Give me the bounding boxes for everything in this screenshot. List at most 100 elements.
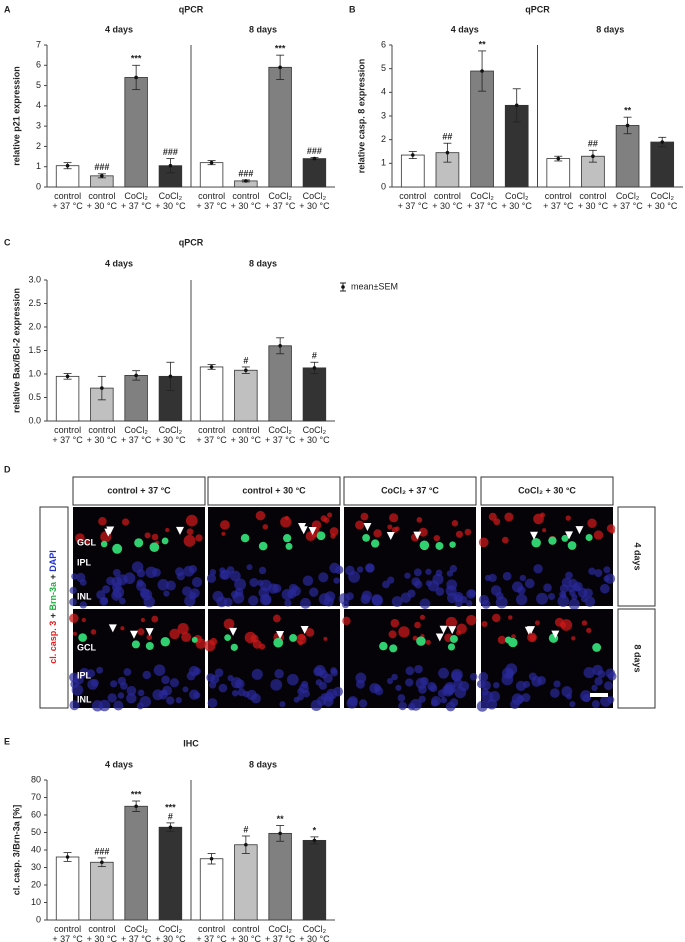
nucleus [286, 673, 299, 686]
mean-dot [556, 156, 561, 161]
nucleus [405, 678, 414, 687]
bar [199, 162, 224, 188]
nucleus [126, 685, 137, 696]
nucleus [360, 594, 371, 605]
layer-label: INL [77, 591, 92, 601]
legend-label: mean±SEM [351, 281, 398, 291]
nucleus [391, 596, 403, 607]
nucleus [96, 666, 104, 674]
nucleus [117, 692, 125, 699]
y-tick-label: 0 [36, 181, 41, 191]
green-cell [531, 537, 541, 548]
nucleus [347, 695, 358, 706]
nucleus [341, 601, 350, 609]
red-signal [284, 515, 290, 521]
y-tick-label: 1.5 [28, 345, 41, 355]
y-tick-label: 2.5 [28, 298, 41, 308]
arrowhead [435, 633, 444, 642]
nucleus [597, 670, 606, 679]
nucleus [440, 696, 448, 704]
y-tick-label: 80 [31, 774, 41, 784]
nucleus [136, 702, 144, 710]
nucleus [96, 590, 106, 600]
nucleus [318, 572, 329, 583]
nucleus [415, 677, 428, 690]
nucleus [533, 564, 543, 574]
red-signal [169, 628, 180, 640]
significance: *** [165, 802, 176, 812]
mean-dot [278, 65, 282, 70]
red-signal [412, 635, 418, 641]
nucleus [111, 576, 123, 588]
red-signal [511, 634, 516, 640]
nucleus [386, 677, 394, 685]
green-cell [258, 541, 268, 551]
y-tick-label: 0 [36, 914, 41, 924]
red-signal [609, 528, 615, 534]
y-tick-label: 6 [381, 39, 386, 49]
red-signal [144, 532, 151, 539]
green-cell [274, 640, 281, 647]
bar [124, 77, 148, 188]
x-tick-label: control + 30 °C [231, 924, 262, 942]
layer-label: GCL [77, 642, 97, 652]
column-header-box [343, 476, 477, 506]
panel-label: E [4, 736, 10, 746]
significance: # [312, 351, 317, 361]
green-cell [379, 641, 388, 651]
nucleus [69, 598, 77, 606]
nucleus [110, 680, 118, 688]
nucleus [251, 668, 263, 680]
green-cell [316, 531, 326, 541]
y-tick-label: 4 [381, 87, 386, 97]
y-tick-label: 5 [381, 63, 386, 73]
green-cell [592, 643, 602, 652]
red-signal [466, 614, 477, 626]
nucleus [481, 599, 491, 609]
significance: *** [131, 54, 142, 64]
nucleus [237, 688, 246, 697]
red-signal [329, 527, 339, 536]
bar [199, 858, 224, 921]
red-signal [183, 534, 196, 547]
nucleus [519, 574, 527, 582]
nucleus [577, 587, 588, 598]
legend-icon [341, 285, 345, 289]
red-signal [90, 629, 97, 635]
nucleus [344, 565, 355, 576]
nucleus [565, 571, 573, 580]
nucleus [246, 689, 257, 701]
green-cell [449, 634, 458, 643]
red-signal [69, 613, 79, 624]
y-tick-label: 0 [381, 181, 386, 191]
nucleus [445, 701, 456, 712]
red-signal [571, 636, 576, 641]
nucleus [182, 586, 192, 597]
arrowhead [565, 531, 574, 540]
arrowhead [300, 626, 309, 635]
y-tick-label: 7 [36, 39, 41, 49]
column-header: control + 30 °C [242, 485, 306, 495]
nucleus [157, 579, 170, 591]
panel-label: C [4, 237, 11, 247]
green-cell [112, 543, 123, 554]
red-signal [398, 626, 410, 638]
red-signal [464, 528, 472, 536]
bar [615, 125, 640, 188]
y-tick-label: 6 [36, 60, 41, 70]
row-label-box [617, 608, 656, 709]
green-cell [100, 540, 108, 548]
x-tick-label: control + 30 °C [578, 191, 609, 211]
significance: ### [238, 168, 253, 178]
red-signal [272, 614, 281, 623]
significance: ### [94, 162, 109, 172]
nucleus [231, 677, 243, 689]
nucleus [136, 581, 147, 592]
nucleus [371, 594, 384, 607]
nucleus [413, 568, 422, 577]
nucleus [279, 701, 286, 708]
red-signal [586, 627, 592, 634]
nucleus [418, 695, 426, 703]
red-signal [445, 616, 458, 629]
nucleus [206, 673, 216, 682]
